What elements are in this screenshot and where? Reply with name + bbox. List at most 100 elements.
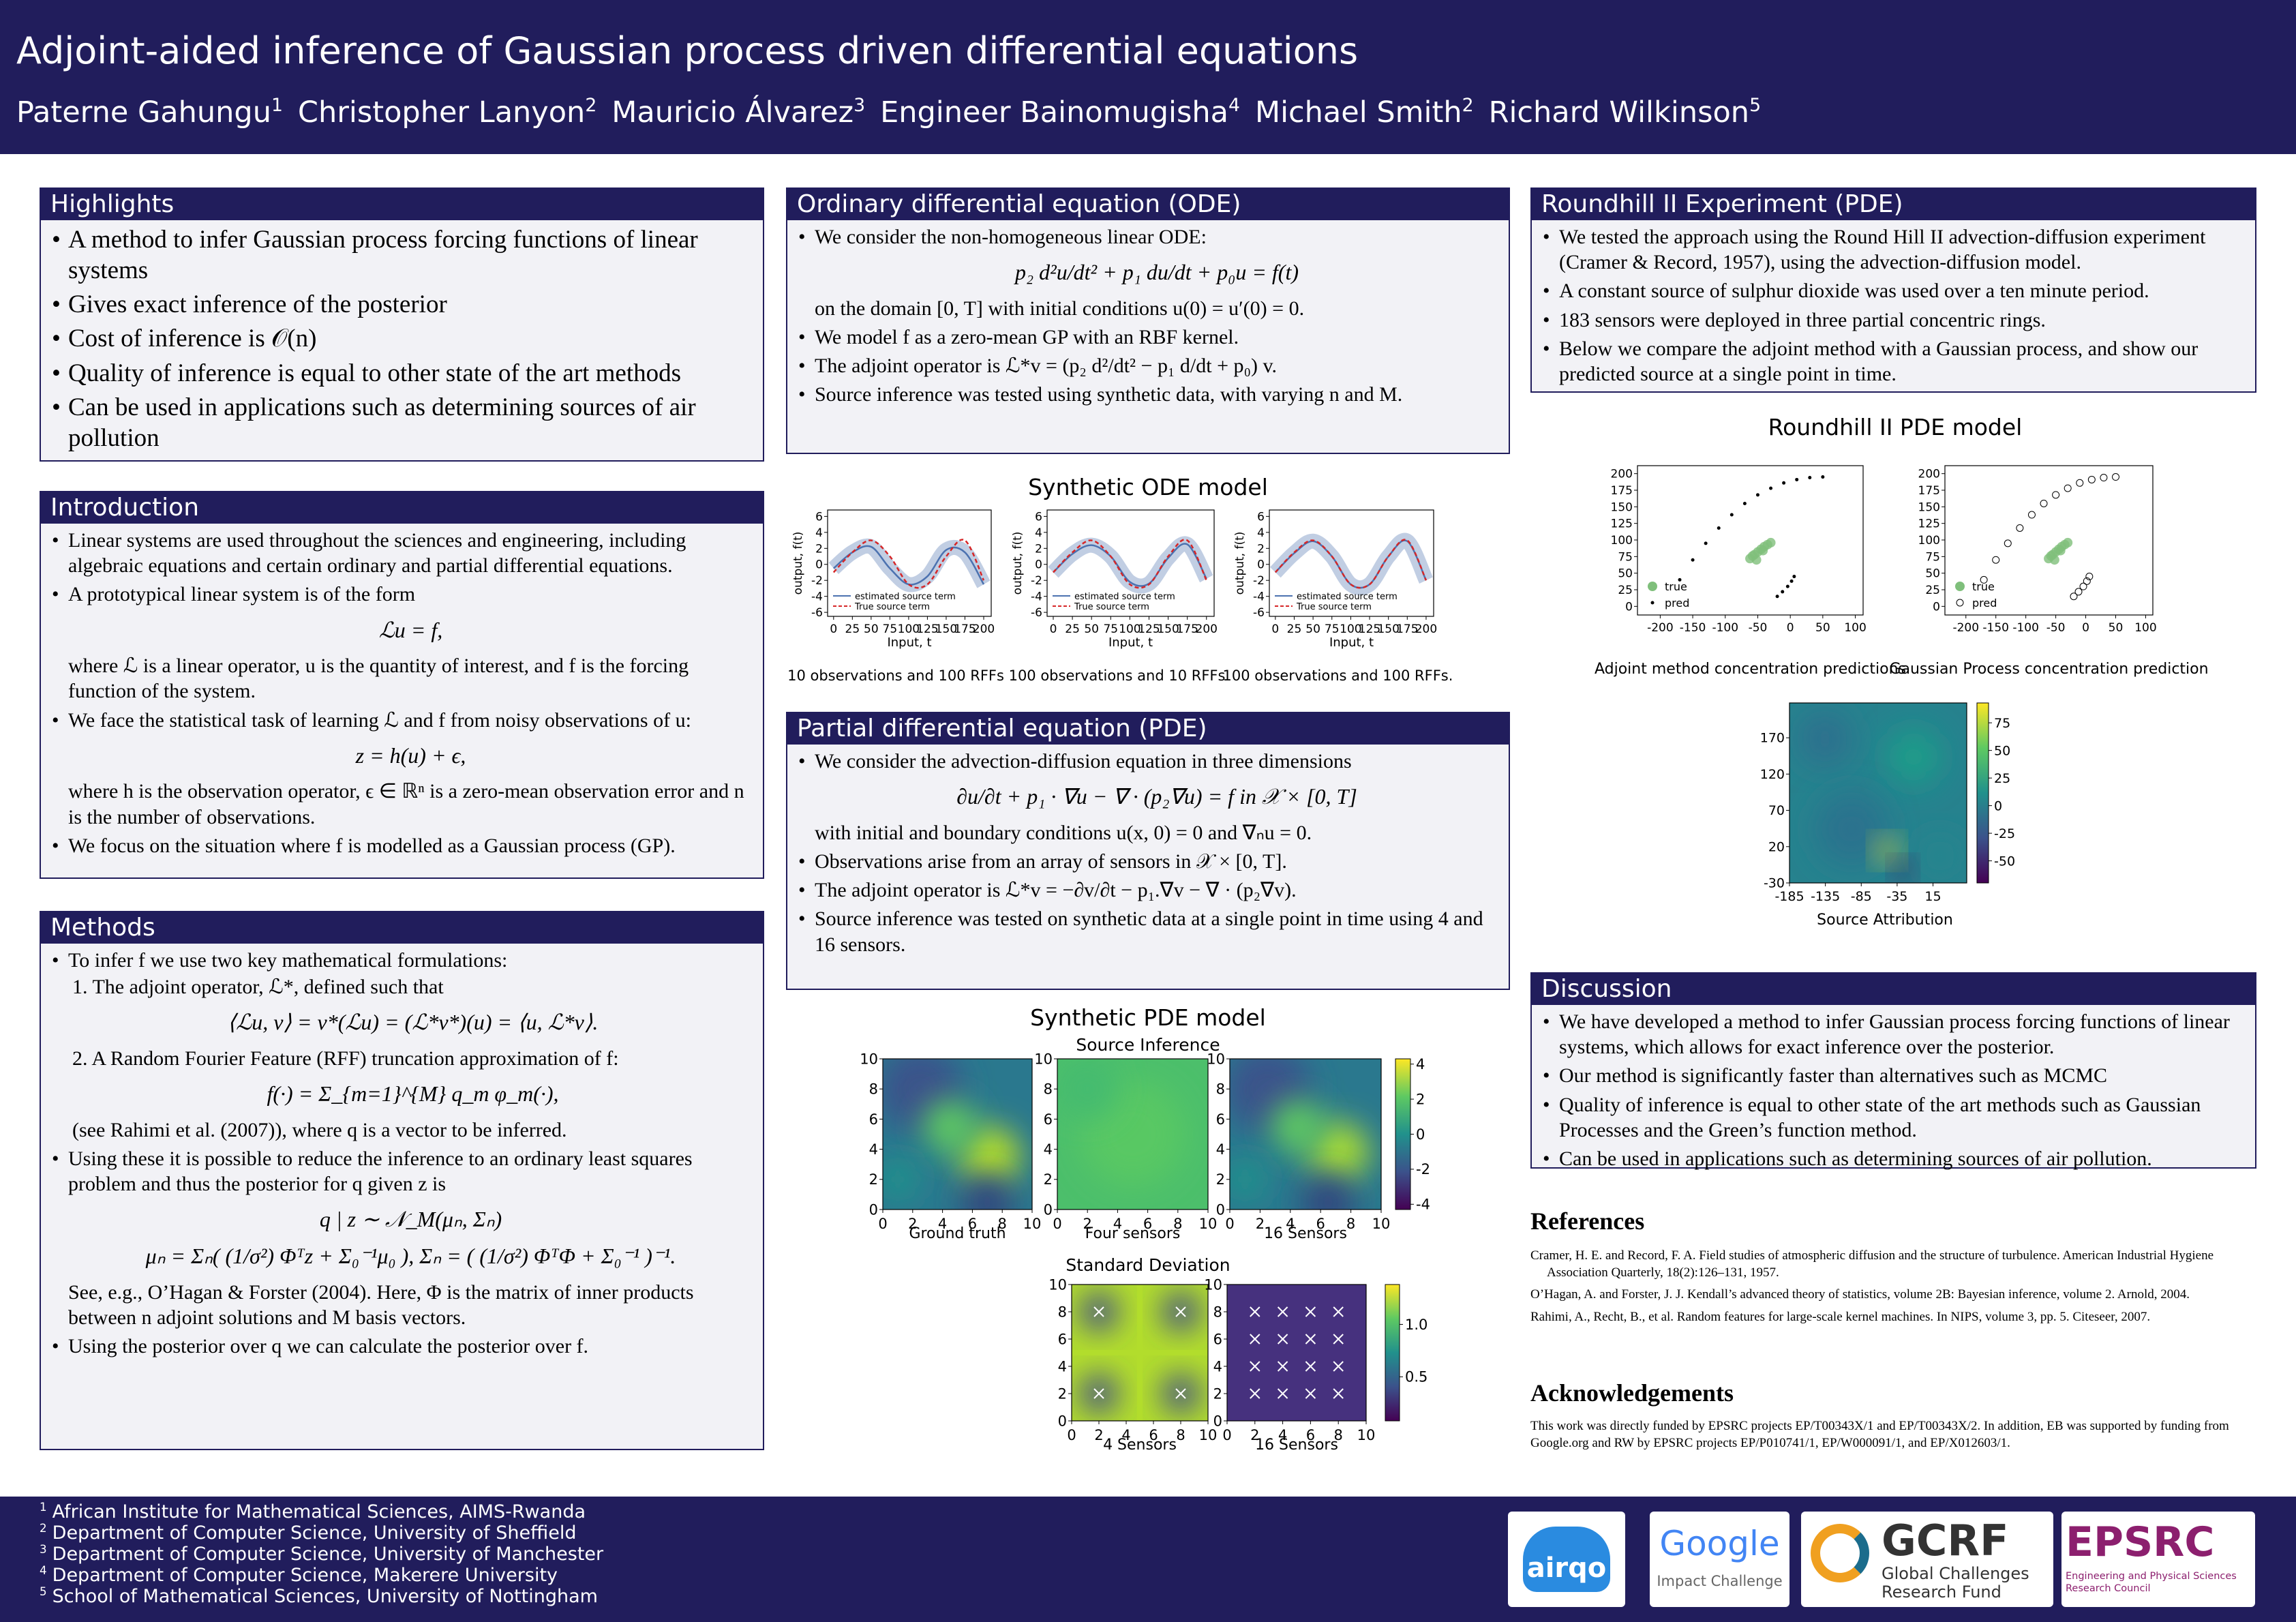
logo-text: EPSRC: [2066, 1518, 2215, 1566]
legend-label: pred: [1665, 597, 1689, 610]
heatmap-blob: [1230, 1059, 1310, 1132]
references-title: References: [1530, 1207, 1645, 1235]
x-tick-label: 25: [1065, 622, 1080, 636]
item-text: The adjoint operator is ℒ*v = −∂v/∂t − p…: [815, 879, 1297, 902]
x-tick-label: 50: [1305, 622, 1320, 636]
panel-caption: Gaussian Process concentration predictio…: [1889, 661, 2208, 678]
y-axis-label: output, f(t): [1011, 532, 1025, 595]
scatter-point: [2074, 588, 2083, 596]
y-tick-label: 120: [1760, 767, 1785, 782]
sensor-marker: [1333, 1388, 1344, 1399]
author-name: Engineer Bainomugisha: [880, 95, 1229, 130]
affiliation: 3 Department of Computer Science, Univers…: [40, 1544, 603, 1565]
x-tick-label: 25: [1287, 622, 1302, 636]
x-tick-label: 200: [1415, 622, 1437, 636]
heatmap-blob: [1270, 1099, 1325, 1154]
scatter-point: [2112, 473, 2120, 481]
item-text: We tested the approach using the Round H…: [1559, 226, 2206, 274]
logo-subtext: Research Council: [2066, 1583, 2151, 1594]
x-tick-label: -100: [2012, 621, 2039, 635]
colorbar-tick-label: 1.0: [1405, 1317, 1428, 1333]
x-tick-label: 6: [1143, 1216, 1152, 1232]
bullet-item: We face the statistical task of learning…: [50, 708, 753, 830]
x-tick-label: 50: [1815, 621, 1830, 635]
y-tick-label: 10: [860, 1051, 878, 1067]
y-tick-label: 0: [1058, 1413, 1067, 1429]
x-tick-label: 0: [2082, 621, 2089, 635]
x-tick-label: 100: [898, 622, 920, 636]
x-tick-label: 6: [1316, 1216, 1325, 1232]
bullet-item: 1. The adjoint operator, ℒ*, defined suc…: [72, 974, 753, 1036]
x-tick-label: 0: [1053, 1216, 1061, 1232]
bullet-item: Using these it is possible to reduce the…: [50, 1146, 753, 1330]
scatter-point: [1792, 575, 1796, 579]
y-tick-label: 4: [1213, 1358, 1222, 1375]
bullet-item: Quality of inference is equal to other s…: [1541, 1092, 2246, 1143]
y-tick-label: 0: [1933, 600, 1940, 614]
heatmap-base: [1230, 1059, 1381, 1210]
bullet-item: We focus on the situation where f is mod…: [50, 833, 753, 858]
bullet-item: Linear systems are used throughout the s…: [50, 528, 753, 578]
scatter-point: [2051, 547, 2061, 557]
series-line: [832, 545, 985, 586]
bullet-item: Can be used in applications such as dete…: [1541, 1146, 2246, 1171]
heatmap-base: [1072, 1285, 1208, 1421]
x-tick-label: 10: [1023, 1216, 1042, 1232]
sensor-marker: [1305, 1334, 1316, 1345]
scatter-point: [2083, 577, 2091, 585]
colorbar-tick-label: -4: [1416, 1197, 1430, 1213]
y-tick-label: 2: [1035, 542, 1042, 556]
heatmap-blob: [1080, 1081, 1185, 1187]
x-tick-label: 100: [1119, 622, 1141, 636]
colorbar-tick-label: 25: [1994, 771, 2010, 786]
x-tick-label: 200: [973, 622, 995, 636]
y-tick-label: 2: [1213, 1385, 1222, 1402]
acknowledgements-text: This work was directly funded by EPSRC p…: [1530, 1419, 2229, 1450]
logo-subtext: Impact Challenge: [1657, 1573, 1783, 1589]
bullet-item: Source inference was tested using synthe…: [797, 382, 1499, 407]
scatter-point: [1795, 477, 1799, 481]
bullet-item: Below we compare the adjoint method with…: [1541, 336, 2246, 387]
x-axis-label: Input, t: [1329, 635, 1374, 650]
item-text: with initial and boundary conditions u(x…: [815, 821, 1312, 844]
series-line: [1274, 539, 1428, 589]
author-affiliation: 1: [271, 95, 283, 117]
scatter-point: [2064, 484, 2072, 492]
item-text: on the domain [0, T] with initial condit…: [815, 297, 1305, 320]
affiliation: 4 Department of Computer Science, Makerer…: [40, 1565, 603, 1586]
item-text: 2. A Random Fourier Feature (RFF) trunca…: [72, 1047, 619, 1070]
reference: O’Hagan, A. and Forster, J. J. Kendall’s…: [1530, 1287, 2190, 1302]
legend-label: estimated source term: [855, 592, 956, 602]
section-body: A method to infer Gaussian process forci…: [41, 220, 763, 453]
x-tick-label: 8: [1346, 1216, 1355, 1232]
scatter-point: [1751, 555, 1762, 565]
x-tick-label: 8: [998, 1216, 1007, 1232]
y-tick-label: 0: [1257, 558, 1265, 572]
x-tick-label: 2: [1250, 1427, 1259, 1443]
y-tick-label: 200: [1611, 468, 1633, 481]
y-tick-label: 175: [1918, 484, 1940, 498]
section-title: Methods: [41, 912, 763, 944]
panel-caption: 100 observations and 10 RFFs: [1009, 667, 1226, 684]
item-text: We consider the advection-diffusion equa…: [815, 750, 1352, 772]
scatter-point: [2016, 524, 2024, 532]
bullet-item: Using the posterior over q we can calcul…: [50, 1334, 753, 1359]
colorbar: [1395, 1058, 1411, 1210]
logo-text: Google: [1659, 1524, 1780, 1563]
sensor-marker: [1305, 1388, 1316, 1399]
colorbar-tick-label: 0: [1416, 1126, 1425, 1143]
scatter-point: [1758, 545, 1768, 556]
y-tick-label: 0: [869, 1201, 878, 1218]
y-tick-label: 4: [1058, 1358, 1067, 1375]
equation: p₂ d²u/dt² + p₁ du/dt + p₀u = f(t): [1015, 260, 1299, 285]
y-tick-label: 125: [1611, 517, 1633, 531]
heatmap-blob: [1816, 793, 1887, 865]
x-tick-label: 2: [1256, 1216, 1265, 1232]
legend-swatch: [1650, 601, 1655, 605]
y-tick-label: 50: [1925, 567, 1940, 581]
heatmap-blob: [1162, 1375, 1200, 1413]
x-tick-label: 2: [1094, 1427, 1103, 1443]
scatter-point: [2049, 555, 2059, 565]
sensor-marker: [1175, 1388, 1186, 1399]
legend-swatch: [1956, 599, 1964, 607]
